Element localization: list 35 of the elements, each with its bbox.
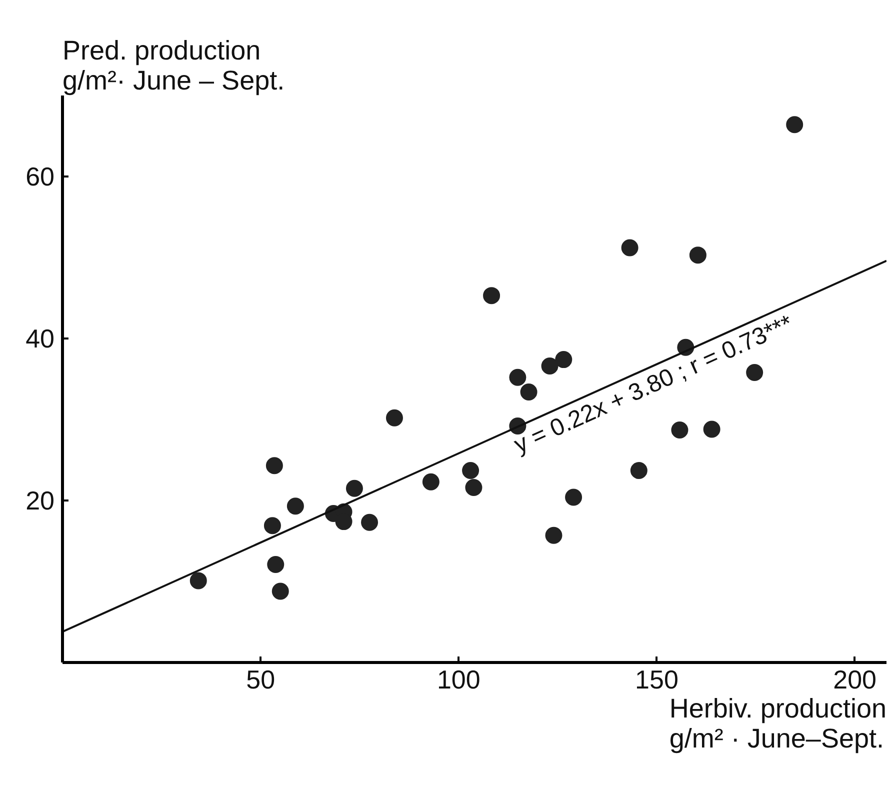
point [509, 368, 526, 386]
point [671, 422, 688, 439]
y-tick-label: 60 [26, 162, 54, 192]
point [190, 572, 207, 590]
x-tick-label: 50 [246, 664, 276, 694]
x-tick-label: 150 [635, 664, 678, 694]
y-tick-label: 40 [26, 324, 54, 354]
point [465, 479, 482, 496]
point [555, 351, 572, 368]
point [689, 246, 706, 264]
y-tick-label: 20 [26, 486, 54, 516]
point [386, 409, 403, 426]
point [462, 462, 480, 480]
point [267, 556, 284, 573]
point [286, 498, 304, 515]
point [361, 514, 378, 531]
point [545, 526, 562, 544]
point [746, 364, 764, 382]
point [541, 358, 558, 375]
point [422, 473, 440, 490]
point [483, 287, 500, 304]
point [272, 582, 289, 600]
point [565, 488, 582, 506]
point [346, 480, 363, 497]
point [621, 239, 638, 256]
x-tick-label: 200 [833, 664, 877, 694]
point [786, 116, 804, 134]
point [630, 462, 648, 480]
x-tick-label: 100 [436, 664, 480, 694]
point [520, 383, 538, 400]
y-axis-title: Pred. production g/m²· June – Sept. [62, 36, 285, 96]
x-axis-title: Herbiv. production g/m² · June–Sept. [669, 694, 886, 754]
point [703, 420, 720, 438]
point [266, 457, 283, 474]
point [264, 517, 281, 534]
